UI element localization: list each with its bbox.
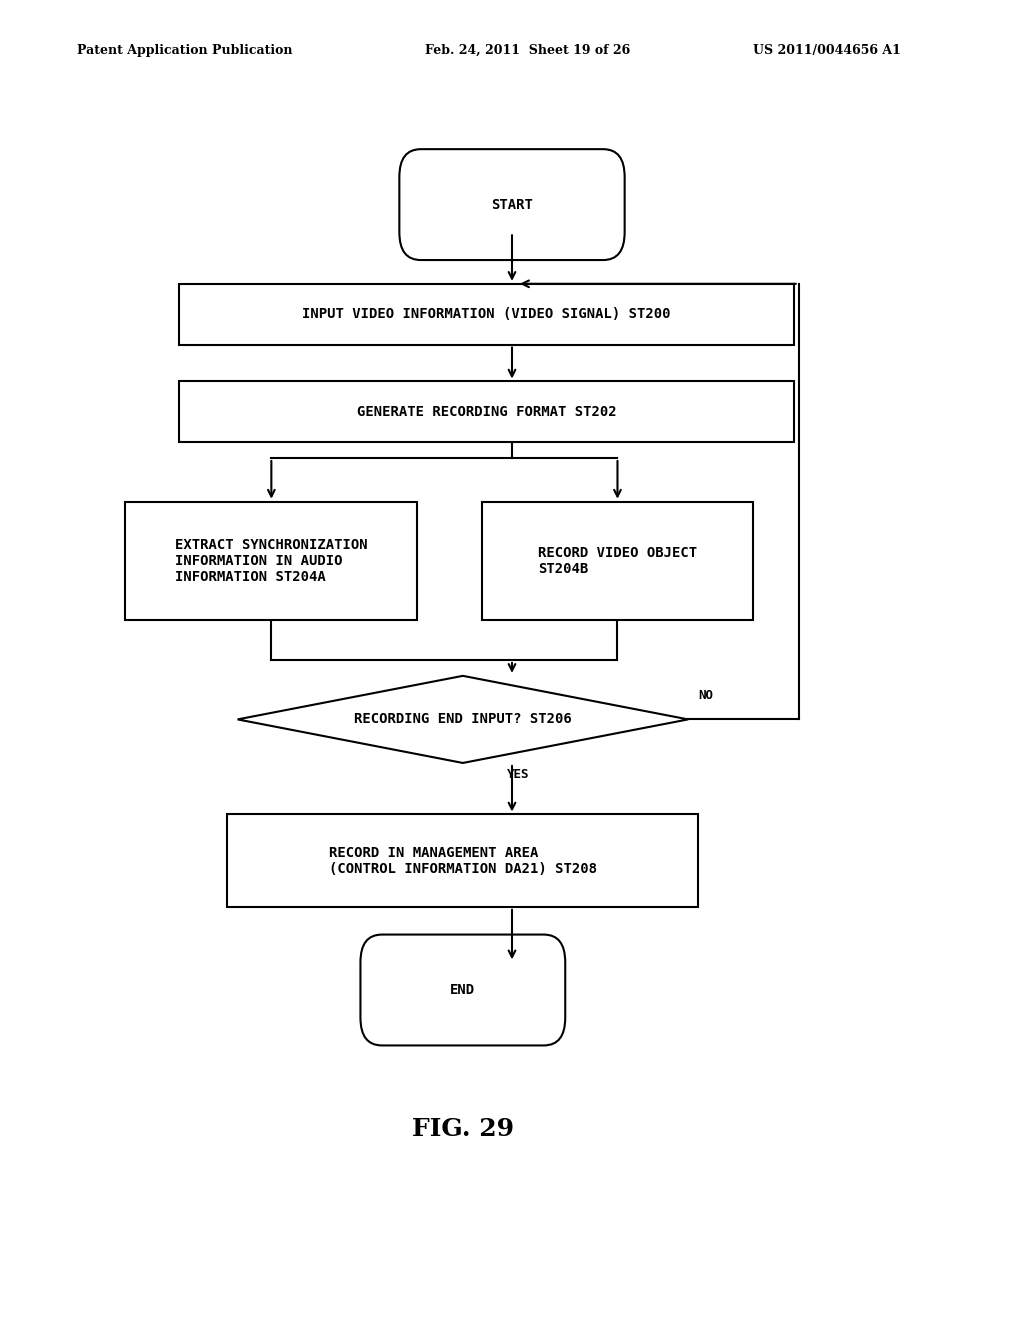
FancyBboxPatch shape [360,935,565,1045]
Text: NO: NO [698,689,714,702]
Text: RECORD IN MANAGEMENT AREA
(CONTROL INFORMATION DA21) ST208: RECORD IN MANAGEMENT AREA (CONTROL INFOR… [329,846,597,875]
Bar [126,502,418,620]
Bar [227,814,698,907]
Text: GENERATE RECORDING FORMAT ST202: GENERATE RECORDING FORMAT ST202 [356,405,616,418]
FancyBboxPatch shape [399,149,625,260]
Text: RECORD VIDEO OBJECT
ST204B: RECORD VIDEO OBJECT ST204B [538,546,697,576]
Text: EXTRACT SYNCHRONIZATION
INFORMATION IN AUDIO
INFORMATION ST204A: EXTRACT SYNCHRONIZATION INFORMATION IN A… [175,537,368,585]
Bar [179,381,794,442]
Text: YES: YES [507,768,529,780]
Text: RECORDING END INPUT? ST206: RECORDING END INPUT? ST206 [354,713,571,726]
Bar [481,502,754,620]
Text: FIG. 29: FIG. 29 [412,1117,514,1140]
Text: END: END [451,983,475,997]
Text: INPUT VIDEO INFORMATION (VIDEO SIGNAL) ST200: INPUT VIDEO INFORMATION (VIDEO SIGNAL) S… [302,308,671,321]
Text: Patent Application Publication: Patent Application Publication [77,44,292,57]
Text: Feb. 24, 2011  Sheet 19 of 26: Feb. 24, 2011 Sheet 19 of 26 [425,44,630,57]
Bar [179,284,794,345]
Text: START: START [492,198,532,211]
Text: US 2011/0044656 A1: US 2011/0044656 A1 [753,44,900,57]
Polygon shape [238,676,688,763]
